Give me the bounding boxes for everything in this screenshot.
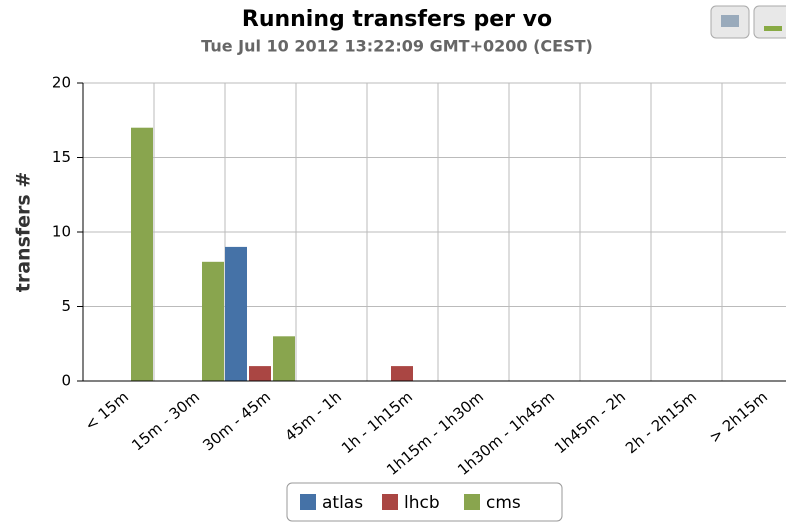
chart-title: Running transfers per vo [242, 7, 552, 32]
bar [225, 246, 247, 381]
bar [131, 127, 153, 381]
legend-box [286, 482, 563, 522]
y-tick-label: 0 [61, 372, 71, 390]
x-tick-label: 30m - 45m [199, 388, 274, 455]
bar [202, 261, 224, 381]
x-tick-label: 2h - 2h15m [622, 388, 700, 458]
x-tick-label: > 2h15m [706, 388, 771, 447]
legend-label: lhcb [404, 493, 440, 513]
legend-label: atlas [322, 493, 363, 513]
x-tick-label: 45m - 1h [282, 388, 345, 445]
y-tick-label: 15 [52, 148, 71, 166]
legend-swatch [464, 494, 480, 510]
legend-swatch [382, 494, 398, 510]
bar [273, 336, 295, 381]
legend-label: cms [486, 493, 521, 513]
y-tick-label: 10 [52, 223, 71, 241]
y-tick-label: 20 [52, 74, 71, 92]
y-tick-label: 5 [61, 297, 71, 315]
bar [391, 366, 413, 381]
y-axis-label: transfers # [13, 172, 35, 292]
x-tick-label: < 15m [81, 388, 132, 435]
x-tick-label: 1h45m - 2h [551, 388, 629, 458]
bar [249, 366, 271, 381]
legend-swatch [300, 494, 316, 510]
chart-subtitle: Tue Jul 10 2012 13:22:09 GMT+0200 (CEST) [201, 37, 593, 56]
print-button[interactable] [710, 5, 750, 39]
export-button[interactable] [753, 5, 786, 39]
x-tick-label: 15m - 30m [128, 388, 203, 455]
